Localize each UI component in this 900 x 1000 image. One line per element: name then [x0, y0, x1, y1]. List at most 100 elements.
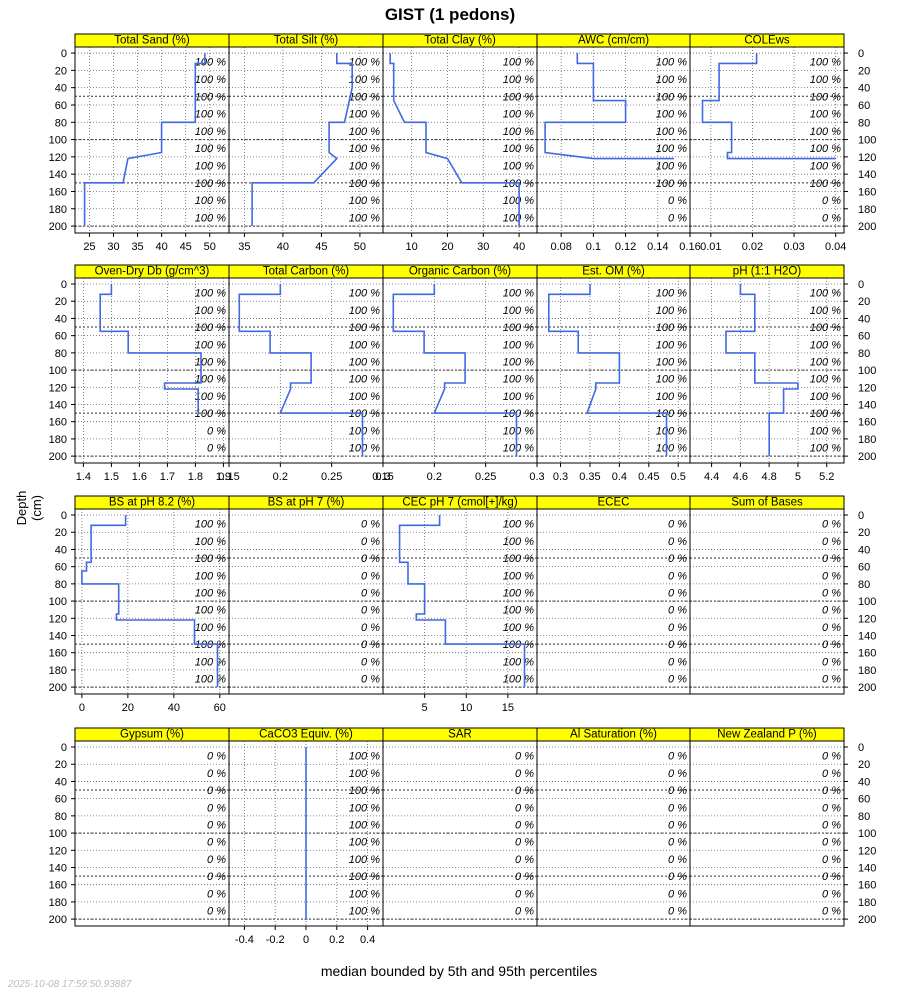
pct-label: 100 % [195, 639, 226, 651]
x-tick-label: 0.35 [579, 471, 600, 483]
pct-label: 100 % [195, 91, 226, 103]
y-tick-label: 80 [55, 579, 67, 591]
x-tick-label: 1.6 [132, 471, 147, 483]
pct-label: 0 % [822, 674, 841, 686]
pct-label: 100 % [810, 374, 841, 386]
panel-title: pH (1:1 H2O) [733, 266, 802, 278]
pct-label: 0 % [207, 751, 226, 763]
pct-label: 100 % [195, 408, 226, 420]
pct-label: 100 % [349, 819, 380, 831]
pct-label: 0 % [668, 888, 687, 900]
pct-label: 100 % [503, 443, 534, 455]
panel: Total Clay (%) 100 % 100 % 100 % 100 % 100 % 1… [382, 33, 538, 253]
pct-label: 100 % [656, 322, 687, 334]
x-tick-label: 5.2 [819, 471, 834, 483]
pct-label: 0 % [361, 519, 380, 531]
pct-label: 100 % [503, 288, 534, 300]
pct-label: 0 % [361, 605, 380, 617]
panel-title: Est. OM (%) [582, 266, 645, 278]
pct-label: 0 % [668, 871, 687, 883]
pct-label: 100 % [503, 605, 534, 617]
pct-label: 100 % [195, 553, 226, 565]
pct-label: 0 % [515, 854, 534, 866]
pct-label: 100 % [195, 109, 226, 121]
pct-label: 100 % [349, 888, 380, 900]
pct-label: 100 % [349, 91, 380, 103]
pct-label: 100 % [656, 305, 687, 317]
pct-label: 0 % [822, 195, 841, 207]
y-tick-label: 120 [49, 845, 67, 857]
pct-label: 0 % [515, 819, 534, 831]
pct-label: 100 % [503, 656, 534, 668]
pct-label: 100 % [656, 408, 687, 420]
y-tick-label: 180 [49, 204, 67, 216]
pct-label: 0 % [822, 605, 841, 617]
x-tick-label: 4.6 [733, 471, 748, 483]
y-tick-label: 120 [858, 382, 876, 394]
pct-label: 100 % [349, 443, 380, 455]
panel: Total Silt (%) 100 % 100 % 100 % 100 % 100 % 1… [228, 33, 384, 253]
pct-label: 0 % [822, 768, 841, 780]
y-tick-label: 180 [858, 665, 876, 677]
pct-label: 100 % [503, 109, 534, 121]
y-tick-label: 0 [61, 279, 67, 291]
panel-title: Sum of Bases [731, 497, 803, 509]
y-tick-label: 160 [858, 880, 876, 892]
pct-label: 100 % [503, 519, 534, 531]
pct-label: 100 % [195, 570, 226, 582]
pct-label: 0 % [207, 425, 226, 437]
pct-label: 100 % [195, 339, 226, 351]
panel-title: Oven-Dry Db (g/cm^3) [95, 266, 210, 278]
pct-label: 100 % [656, 339, 687, 351]
y-tick-label: 120 [858, 613, 876, 625]
pct-label: 0 % [207, 837, 226, 849]
pct-label: 100 % [656, 57, 687, 69]
pct-label: 100 % [656, 374, 687, 386]
panel-title: Total Carbon (%) [263, 266, 349, 278]
pct-label: 0 % [668, 622, 687, 634]
pct-label: 0 % [668, 768, 687, 780]
pct-label: 0 % [515, 802, 534, 814]
pct-label: 0 % [668, 785, 687, 797]
y-tick-label: 140 [858, 630, 876, 642]
y-tick-label: 20 [55, 759, 67, 771]
pct-label: 100 % [503, 425, 534, 437]
y-tick-label: 160 [858, 417, 876, 429]
y-tick-label: 120 [858, 152, 876, 164]
pct-label: 0 % [822, 639, 841, 651]
y-tick-label: 100 [49, 596, 67, 608]
x-tick-label: 0.14 [647, 241, 668, 253]
panel: Al Saturation (%) 0 % 0 % 0 % 0 % 0 % 0 % 0 % 0 … [536, 727, 691, 927]
pct-label: 100 % [503, 91, 534, 103]
pct-label: 100 % [349, 408, 380, 420]
pct-label: 100 % [195, 587, 226, 599]
pct-label: 0 % [822, 553, 841, 565]
x-tick-label: 0.3 [553, 471, 568, 483]
y-tick-label: 80 [55, 348, 67, 360]
x-tick-label: 35 [131, 241, 143, 253]
pct-label: 0 % [207, 819, 226, 831]
pct-label: 100 % [195, 674, 226, 686]
y-tick-label: 40 [55, 83, 67, 95]
x-tick-label: 0.1 [586, 241, 601, 253]
y-tick-label: 140 [49, 862, 67, 874]
pct-label: 0 % [207, 768, 226, 780]
y-tick-label: 0 [858, 510, 864, 522]
y-tick-label: 160 [49, 417, 67, 429]
pct-label: 0 % [668, 212, 687, 224]
y-tick-label: 160 [49, 648, 67, 660]
pct-label: 100 % [503, 408, 534, 420]
pct-label: 100 % [349, 109, 380, 121]
panel: ECEC 0 % 0 % 0 % 0 % 0 % 0 % 0 % 0 % 0 % 0 % [536, 495, 691, 695]
pct-label: 0 % [668, 656, 687, 668]
pct-label: 100 % [503, 553, 534, 565]
y-tick-label: 60 [55, 562, 67, 574]
y-tick-label: 100 [49, 828, 67, 840]
pct-label: 0 % [822, 212, 841, 224]
pct-label: 100 % [349, 322, 380, 334]
median-line [547, 284, 668, 457]
pct-label: 100 % [810, 288, 841, 300]
pct-label: 0 % [822, 751, 841, 763]
pct-label: 0 % [207, 888, 226, 900]
median-line [81, 515, 219, 688]
